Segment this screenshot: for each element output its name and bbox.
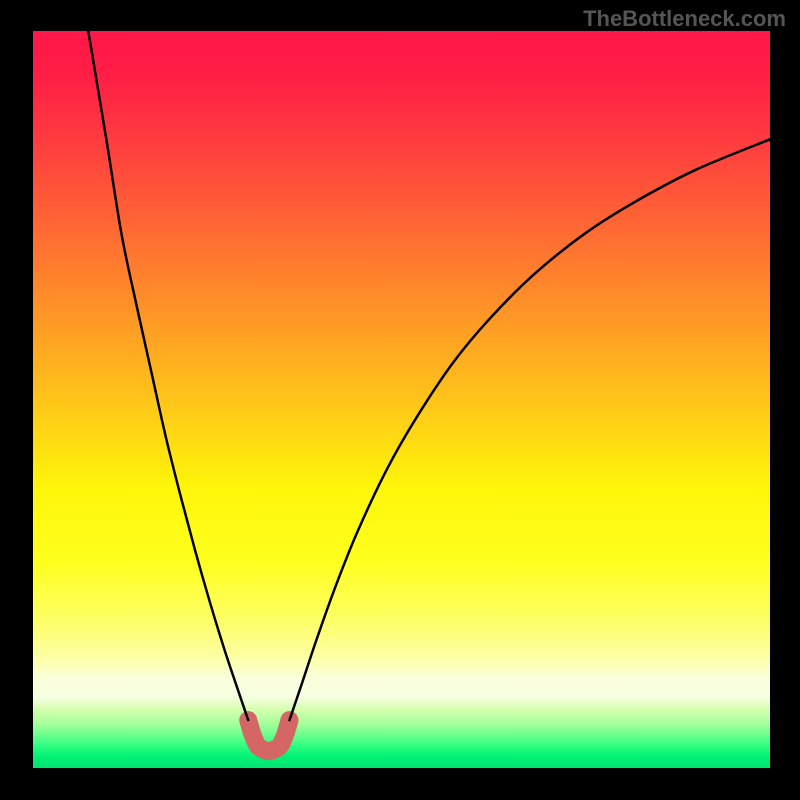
- watermark-text: TheBottleneck.com: [583, 6, 786, 32]
- chart-container: TheBottleneck.com: [0, 0, 800, 800]
- plot-background: [33, 31, 770, 768]
- bottleneck-chart: [0, 0, 800, 800]
